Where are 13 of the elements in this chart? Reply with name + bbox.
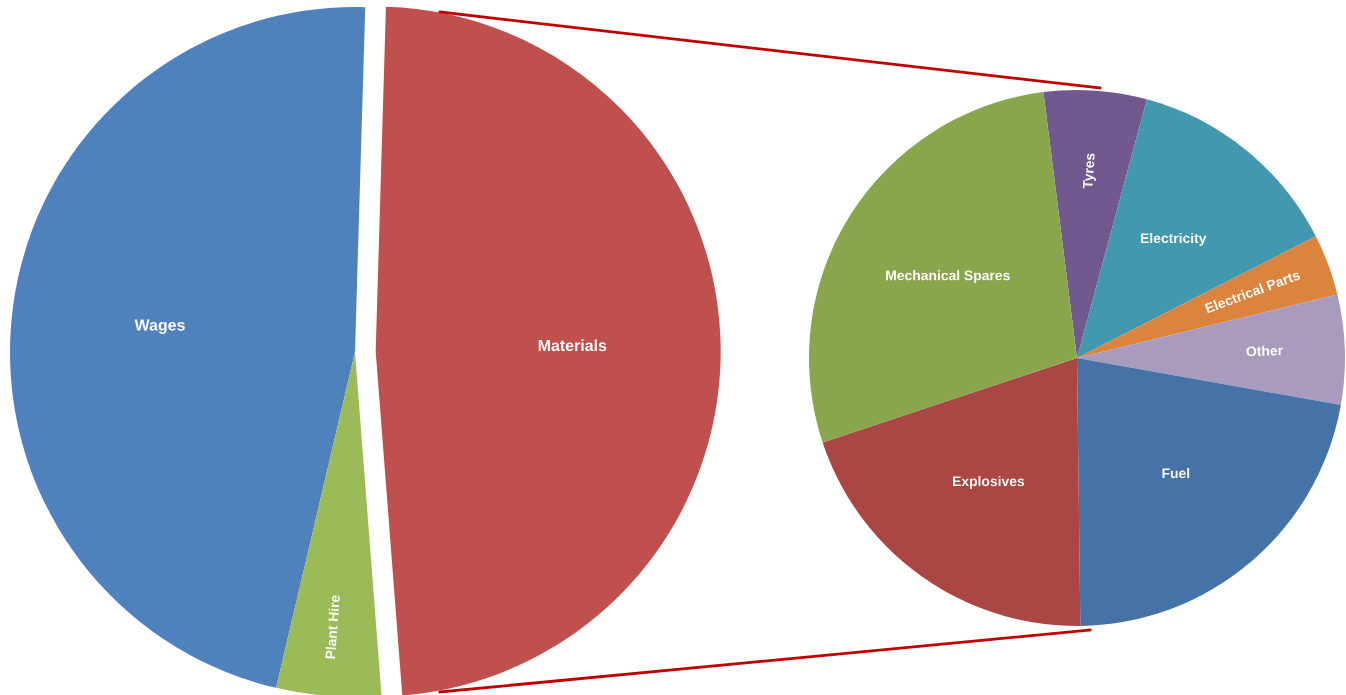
slice-label: Explosives: [953, 475, 1025, 489]
pie-slice: [809, 92, 1077, 443]
slice-label: Mechanical Spares: [886, 270, 1010, 284]
slice-label: Tyres: [1082, 153, 1098, 190]
slice-label: Other: [1246, 345, 1283, 357]
slice-label: Wages: [134, 319, 185, 334]
pie-slice: [822, 358, 1081, 626]
slice-label: Electricity: [1140, 232, 1207, 246]
slice-label: Fuel: [1162, 468, 1190, 479]
slice-label: Materials: [538, 339, 607, 352]
pie-slice: [1077, 99, 1316, 358]
pie-slice: [1077, 358, 1341, 626]
slice-label: Plant Hire: [324, 594, 340, 659]
